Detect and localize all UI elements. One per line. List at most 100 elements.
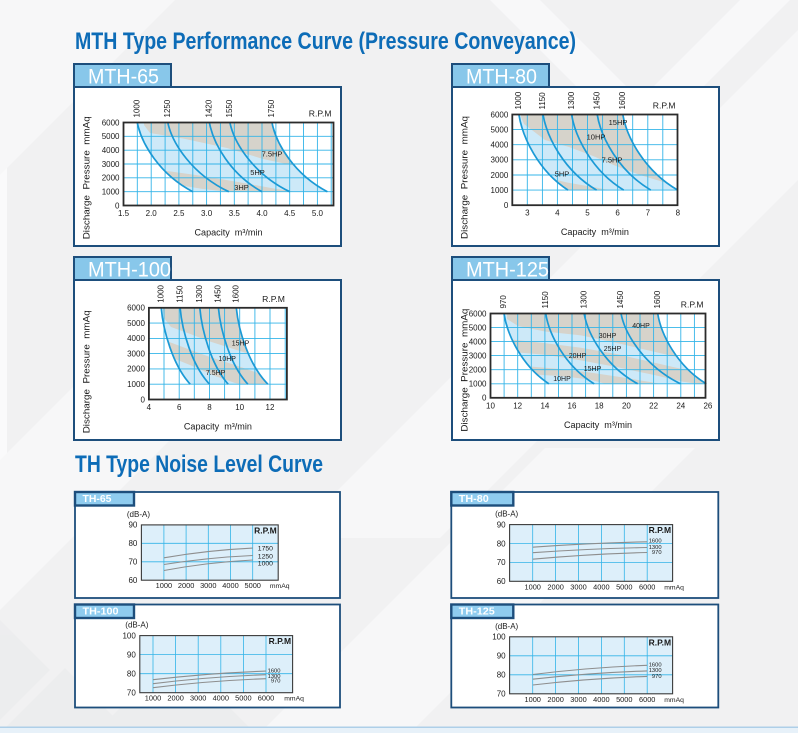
svg-text:4000: 4000 — [222, 581, 238, 590]
svg-text:R.P.M: R.P.M — [254, 525, 277, 535]
svg-text:Capacity m³/min: Capacity m³/min — [561, 227, 629, 237]
svg-text:6: 6 — [177, 403, 182, 412]
svg-text:4000: 4000 — [593, 695, 609, 704]
svg-text:5HP: 5HP — [555, 170, 570, 179]
svg-text:4000: 4000 — [213, 694, 229, 703]
svg-text:5000: 5000 — [127, 319, 145, 328]
svg-text:3000: 3000 — [127, 349, 145, 358]
svg-text:TH Type Noise Level Curve: TH Type Noise Level Curve — [75, 451, 323, 478]
svg-text:1000: 1000 — [258, 561, 273, 568]
svg-text:1.5: 1.5 — [118, 209, 130, 218]
svg-text:1600: 1600 — [618, 91, 627, 109]
svg-text:1300: 1300 — [268, 674, 281, 680]
svg-text:1000: 1000 — [491, 186, 509, 195]
svg-text:10HP: 10HP — [553, 376, 571, 383]
svg-text:MTH-125: MTH-125 — [466, 258, 549, 281]
svg-text:4: 4 — [147, 403, 152, 412]
svg-text:90: 90 — [497, 652, 506, 661]
svg-text:24: 24 — [676, 401, 685, 410]
svg-text:1150: 1150 — [541, 291, 550, 309]
svg-text:R.P.M: R.P.M — [649, 525, 672, 535]
svg-text:3000: 3000 — [570, 695, 586, 704]
svg-text:5000: 5000 — [102, 132, 120, 141]
svg-text:5000: 5000 — [491, 125, 509, 134]
svg-text:1600: 1600 — [232, 284, 241, 302]
svg-text:16: 16 — [568, 401, 577, 410]
svg-text:1000: 1000 — [145, 694, 161, 703]
svg-text:80: 80 — [497, 539, 506, 548]
svg-text:12: 12 — [266, 403, 275, 412]
svg-text:R.P.M: R.P.M — [649, 637, 672, 647]
svg-text:4000: 4000 — [491, 141, 509, 150]
svg-text:70: 70 — [497, 558, 506, 567]
svg-text:970: 970 — [652, 674, 662, 680]
svg-text:6000: 6000 — [102, 118, 120, 127]
svg-text:100: 100 — [122, 631, 136, 640]
svg-text:1000: 1000 — [156, 284, 165, 302]
svg-text:1300: 1300 — [195, 284, 204, 302]
svg-text:2000: 2000 — [127, 365, 145, 374]
svg-text:15HP: 15HP — [609, 118, 628, 127]
svg-text:6000: 6000 — [639, 695, 655, 704]
svg-text:970: 970 — [652, 550, 662, 556]
svg-text:3.5: 3.5 — [229, 209, 241, 218]
svg-text:3: 3 — [525, 209, 530, 218]
svg-text:18: 18 — [595, 401, 604, 410]
svg-text:10: 10 — [235, 403, 244, 412]
svg-text:80: 80 — [127, 670, 136, 679]
svg-text:5000: 5000 — [469, 323, 487, 332]
svg-text:TH-80: TH-80 — [459, 494, 489, 505]
svg-text:(dB-A): (dB-A) — [495, 510, 518, 519]
svg-text:15HP: 15HP — [584, 366, 602, 373]
svg-text:5: 5 — [585, 209, 590, 218]
svg-text:3000: 3000 — [102, 160, 120, 169]
svg-text:80: 80 — [497, 671, 506, 680]
svg-text:mmAq: mmAq — [270, 583, 290, 590]
svg-text:MTH-65: MTH-65 — [88, 65, 159, 88]
svg-text:4000: 4000 — [593, 582, 609, 591]
svg-text:(dB-A): (dB-A) — [127, 510, 150, 519]
svg-text:20HP: 20HP — [569, 353, 587, 360]
svg-text:0: 0 — [482, 394, 487, 403]
svg-text:6000: 6000 — [258, 694, 274, 703]
svg-text:TH-100: TH-100 — [83, 607, 119, 618]
svg-text:1300: 1300 — [567, 91, 576, 109]
svg-text:90: 90 — [127, 650, 136, 659]
svg-text:MTH-80: MTH-80 — [466, 65, 537, 88]
svg-text:10HP: 10HP — [218, 356, 236, 363]
svg-text:4.5: 4.5 — [284, 209, 296, 218]
svg-text:1000: 1000 — [524, 582, 540, 591]
svg-text:2000: 2000 — [102, 174, 120, 183]
svg-text:70: 70 — [497, 690, 506, 699]
svg-text:Capacity m³/min: Capacity m³/min — [195, 228, 263, 238]
svg-text:7: 7 — [646, 209, 651, 218]
svg-text:40HP: 40HP — [632, 323, 650, 330]
svg-text:4000: 4000 — [127, 334, 145, 343]
svg-text:1300: 1300 — [579, 290, 588, 308]
svg-text:R.P.M: R.P.M — [653, 101, 676, 111]
svg-text:Discharge Pressure mmAq: Discharge Pressure mmAq — [459, 309, 470, 432]
svg-text:0: 0 — [140, 395, 145, 404]
svg-text:(dB-A): (dB-A) — [495, 622, 518, 631]
svg-text:2000: 2000 — [469, 366, 487, 375]
svg-text:1000: 1000 — [524, 695, 540, 704]
svg-text:1550: 1550 — [225, 99, 234, 117]
svg-text:2000: 2000 — [491, 171, 509, 180]
svg-text:1750: 1750 — [258, 545, 273, 552]
svg-text:1420: 1420 — [205, 99, 214, 117]
svg-text:6000: 6000 — [469, 309, 487, 318]
svg-text:R.P.M: R.P.M — [309, 109, 332, 119]
svg-text:2000: 2000 — [178, 581, 194, 590]
svg-text:70: 70 — [127, 689, 136, 698]
svg-text:1000: 1000 — [514, 91, 523, 109]
svg-text:5HP: 5HP — [250, 168, 265, 177]
svg-text:5000: 5000 — [244, 581, 260, 590]
svg-text:3000: 3000 — [570, 582, 586, 591]
svg-text:6000: 6000 — [639, 582, 655, 591]
svg-text:1600: 1600 — [649, 662, 662, 668]
svg-text:3000: 3000 — [469, 351, 487, 360]
svg-text:Discharge Pressure mmAq: Discharge Pressure mmAq — [81, 310, 92, 433]
svg-text:8: 8 — [207, 403, 212, 412]
svg-text:2000: 2000 — [547, 695, 563, 704]
svg-text:Capacity m³/min: Capacity m³/min — [184, 422, 252, 432]
